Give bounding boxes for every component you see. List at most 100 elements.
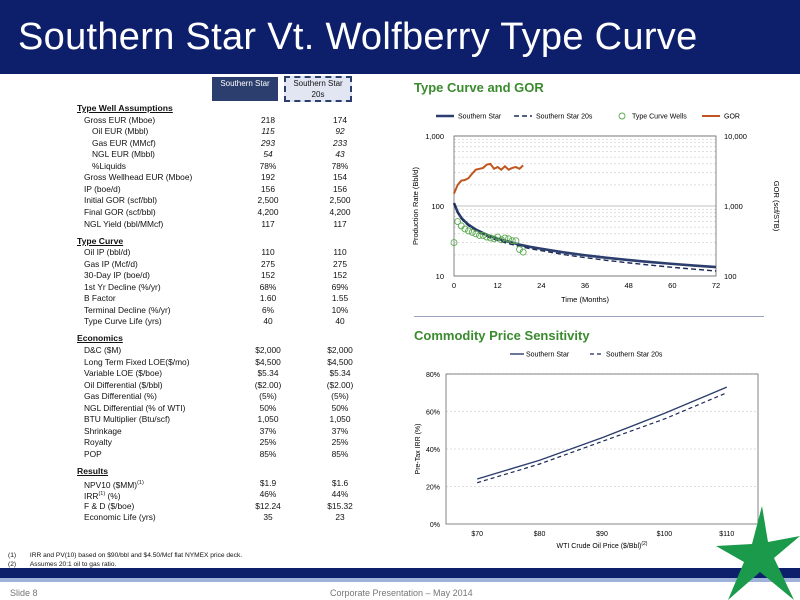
row-label-text: POP bbox=[84, 448, 102, 459]
row-label-text: Shrinkage bbox=[84, 425, 122, 436]
value-southern-star-20s: 2,500 bbox=[329, 195, 351, 206]
value-southern-star: 68% bbox=[259, 281, 277, 292]
price-sensitivity-chart-title: Commodity Price Sensitivity bbox=[414, 328, 590, 343]
value-southern-star: 192 bbox=[261, 172, 275, 183]
y-tick-label: 10 bbox=[436, 272, 444, 281]
slide-title: Southern Star Vt. Wolfberry Type Curve bbox=[18, 16, 698, 58]
value-southern-star: 218 bbox=[261, 114, 275, 125]
section-heading: Type Curve bbox=[77, 235, 124, 246]
row-label: Long Term Fixed LOE($/mo) bbox=[84, 357, 190, 367]
row-label: %Liquids bbox=[92, 161, 126, 171]
y-tick-label: 20% bbox=[426, 485, 440, 492]
row-label: Oil IP (bbl/d) bbox=[84, 247, 130, 257]
value-southern-star: ($2.00) bbox=[254, 379, 282, 390]
row-label: Variable LOE ($/boe) bbox=[84, 368, 162, 378]
row-label-text: NGL Yield (bbl/MMcf) bbox=[84, 218, 164, 229]
row-label-text: Type Curve Life (yrs) bbox=[84, 316, 162, 327]
value-southern-star-20s: 117 bbox=[333, 218, 347, 229]
value-southern-star-20s: 174 bbox=[333, 114, 347, 125]
x-tick-label: 48 bbox=[624, 281, 632, 290]
x-tick-label: $100 bbox=[657, 531, 673, 538]
type-curve-well-point bbox=[454, 218, 462, 225]
row-label-text: NPV10 ($MM) bbox=[84, 479, 138, 490]
value-southern-star-20s: 156 bbox=[333, 183, 347, 194]
value-southern-star: 117 bbox=[261, 218, 275, 229]
value-southern-star-20s: $5.34 bbox=[329, 368, 351, 379]
value-southern-star: 40 bbox=[263, 316, 273, 327]
value-southern-star-20s: 85% bbox=[331, 448, 349, 459]
row-label: Royalty bbox=[84, 437, 112, 447]
value-southern-star-20s: 50% bbox=[331, 402, 349, 413]
row-label-text: F & D ($/boe) bbox=[84, 500, 135, 511]
value-southern-star-20s: 78% bbox=[331, 160, 349, 171]
series-line-southern-star-20s bbox=[477, 392, 728, 484]
column-header-southern-star-20s: Southern Star 20s bbox=[284, 76, 352, 102]
value-southern-star: 110 bbox=[261, 247, 275, 258]
value-southern-star-20s: $2,000 bbox=[327, 345, 353, 355]
y2-tick-label: 100 bbox=[724, 272, 737, 281]
y2-axis-label: GOR (scf/STB) bbox=[772, 181, 781, 232]
row-label: Gas Differential (%) bbox=[84, 391, 157, 401]
row-label: Gas IP (Mcf/d) bbox=[84, 259, 138, 269]
x-tick-label: 60 bbox=[668, 281, 676, 290]
y-axis-label: Production Rate (Bbl/d) bbox=[411, 167, 420, 245]
row-label: Shrinkage bbox=[84, 426, 122, 436]
type-curve-well-point bbox=[505, 235, 513, 243]
value-southern-star: 35 bbox=[263, 512, 273, 523]
row-label: POP bbox=[84, 449, 102, 459]
row-label: Terminal Decline (%/yr) bbox=[84, 305, 171, 315]
row-label: NGL Yield (bbl/MMcf) bbox=[84, 219, 163, 229]
value-southern-star-20s: 1,050 bbox=[329, 414, 351, 425]
row-label: 30-Day IP (boe/d) bbox=[84, 270, 150, 280]
footnote-1-number: (1) bbox=[8, 552, 17, 559]
type-curve-well-point bbox=[450, 239, 458, 247]
row-label: Economic Life (yrs) bbox=[84, 512, 156, 522]
type-curve-well-point bbox=[512, 237, 520, 245]
legend-label-gor: GOR bbox=[724, 114, 740, 121]
value-southern-star-20s: 110 bbox=[333, 247, 347, 258]
type-curve-well-point bbox=[465, 227, 473, 235]
value-southern-star-20s: 37% bbox=[331, 425, 349, 436]
x-tick-label: 24 bbox=[537, 281, 545, 290]
footnote-ref: (1) bbox=[98, 491, 106, 498]
footer-bar bbox=[0, 568, 800, 578]
footnote-1-text: IRR and PV(10) based on $90/bbl and $4.5… bbox=[29, 552, 243, 559]
row-label: Final GOR (scf/bbl) bbox=[84, 207, 156, 217]
value-southern-star-20s: $1.6 bbox=[331, 477, 349, 488]
type-curve-well-point bbox=[461, 225, 469, 233]
x-tick-label: $90 bbox=[596, 531, 608, 538]
row-label-suffix: (%) bbox=[105, 490, 121, 501]
value-southern-star-20s: ($2.00) bbox=[326, 379, 354, 390]
row-label-text: Gas IP (Mcf/d) bbox=[84, 258, 138, 269]
value-southern-star-20s: 233 bbox=[333, 137, 347, 148]
row-label: BTU Multiplier (Btu/scf) bbox=[84, 414, 170, 424]
row-label-text: Oil EUR (Mbbl) bbox=[92, 126, 149, 137]
row-label-text: Initial GOR (scf/bbl) bbox=[84, 195, 158, 206]
row-label-text: Oil IP (bbl/d) bbox=[84, 247, 131, 258]
value-southern-star: 46% bbox=[259, 489, 277, 500]
value-southern-star-20s: (5%) bbox=[331, 391, 349, 402]
y-tick-label: 60% bbox=[426, 410, 440, 417]
value-southern-star: (5%) bbox=[259, 391, 277, 402]
type-curve-well-point bbox=[468, 228, 476, 236]
x-tick-label: $80 bbox=[534, 531, 546, 538]
value-southern-star-20s: 10% bbox=[331, 304, 349, 315]
y-tick-label: 80% bbox=[426, 372, 440, 379]
x-tick-label: $110 bbox=[719, 531, 734, 538]
value-southern-star-20s: 25% bbox=[331, 437, 349, 448]
row-label: Initial GOR (scf/bbl) bbox=[84, 195, 157, 205]
row-label: F & D ($/boe) bbox=[84, 501, 134, 511]
row-label: Type Curve Life (yrs) bbox=[84, 316, 162, 326]
value-southern-star-20s: $15.32 bbox=[327, 500, 353, 511]
x-tick-label: 36 bbox=[581, 281, 589, 290]
type-curve-well-point bbox=[501, 234, 509, 242]
value-southern-star: 152 bbox=[261, 270, 275, 281]
star-logo-icon bbox=[716, 506, 800, 600]
y2-tick-label: 1,000 bbox=[724, 202, 743, 211]
row-label-text: Oil Differential ($/bbl) bbox=[84, 379, 163, 390]
legend-swatch-type-curve-wells bbox=[618, 112, 626, 120]
type-curve-well-point bbox=[476, 231, 483, 239]
row-label-text: Royalty bbox=[84, 437, 112, 448]
row-label: NPV10 ($MM)(1) bbox=[84, 478, 144, 490]
value-southern-star: 293 bbox=[261, 137, 275, 148]
